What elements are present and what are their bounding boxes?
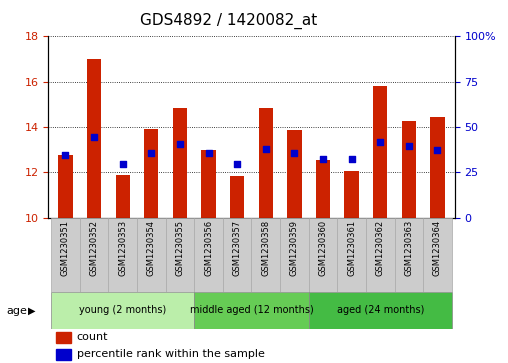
Point <box>319 156 327 162</box>
Bar <box>166 218 194 292</box>
Text: GSM1230362: GSM1230362 <box>376 220 385 276</box>
Text: GSM1230356: GSM1230356 <box>204 220 213 276</box>
Point <box>291 150 299 156</box>
Text: GSM1230359: GSM1230359 <box>290 220 299 276</box>
Bar <box>115 175 130 218</box>
Bar <box>51 218 80 292</box>
Text: GSM1230351: GSM1230351 <box>61 220 70 276</box>
Bar <box>144 129 158 218</box>
Bar <box>80 218 108 292</box>
Text: count: count <box>77 333 108 342</box>
Text: young (2 months): young (2 months) <box>79 305 166 315</box>
Bar <box>173 108 187 218</box>
Point <box>176 141 184 147</box>
Text: aged (24 months): aged (24 months) <box>337 305 424 315</box>
Bar <box>402 121 416 218</box>
Bar <box>309 218 337 292</box>
Bar <box>51 292 194 329</box>
Point <box>347 156 356 162</box>
Text: GSM1230364: GSM1230364 <box>433 220 442 276</box>
Point <box>433 147 441 152</box>
Text: GSM1230357: GSM1230357 <box>233 220 242 276</box>
Point <box>262 146 270 151</box>
Text: GSM1230363: GSM1230363 <box>404 220 414 276</box>
Point <box>90 134 98 140</box>
Bar <box>316 160 330 218</box>
Bar <box>137 218 166 292</box>
Text: GSM1230354: GSM1230354 <box>147 220 156 276</box>
Text: percentile rank within the sample: percentile rank within the sample <box>77 349 265 359</box>
Point <box>405 143 413 149</box>
Text: GSM1230360: GSM1230360 <box>319 220 328 276</box>
Text: middle aged (12 months): middle aged (12 months) <box>189 305 313 315</box>
Text: GSM1230355: GSM1230355 <box>175 220 184 276</box>
Text: age: age <box>6 306 27 316</box>
Text: GSM1230361: GSM1230361 <box>347 220 356 276</box>
Bar <box>259 108 273 218</box>
Bar <box>194 218 223 292</box>
Bar <box>56 348 71 359</box>
Point <box>118 162 126 167</box>
Bar <box>366 218 395 292</box>
Bar <box>194 292 309 329</box>
Bar <box>344 171 359 218</box>
Bar <box>287 130 302 218</box>
Bar <box>108 218 137 292</box>
Text: GSM1230353: GSM1230353 <box>118 220 127 276</box>
Text: GDS4892 / 1420082_at: GDS4892 / 1420082_at <box>140 13 317 29</box>
Point <box>376 139 385 145</box>
Text: GSM1230352: GSM1230352 <box>89 220 99 276</box>
Bar <box>395 218 423 292</box>
Point <box>233 162 241 167</box>
Bar <box>309 292 452 329</box>
Text: GSM1230358: GSM1230358 <box>261 220 270 276</box>
Point <box>61 152 70 158</box>
Bar <box>230 176 244 218</box>
Bar <box>280 218 309 292</box>
Bar <box>430 117 444 218</box>
Bar <box>223 218 251 292</box>
Bar <box>87 59 101 218</box>
Bar <box>337 218 366 292</box>
Bar <box>56 332 71 343</box>
Text: ▶: ▶ <box>28 306 36 316</box>
Bar <box>251 218 280 292</box>
Bar <box>201 150 216 218</box>
Point <box>147 150 155 156</box>
Point <box>204 150 212 156</box>
Bar <box>373 86 388 218</box>
Bar <box>58 155 73 218</box>
Bar <box>423 218 452 292</box>
